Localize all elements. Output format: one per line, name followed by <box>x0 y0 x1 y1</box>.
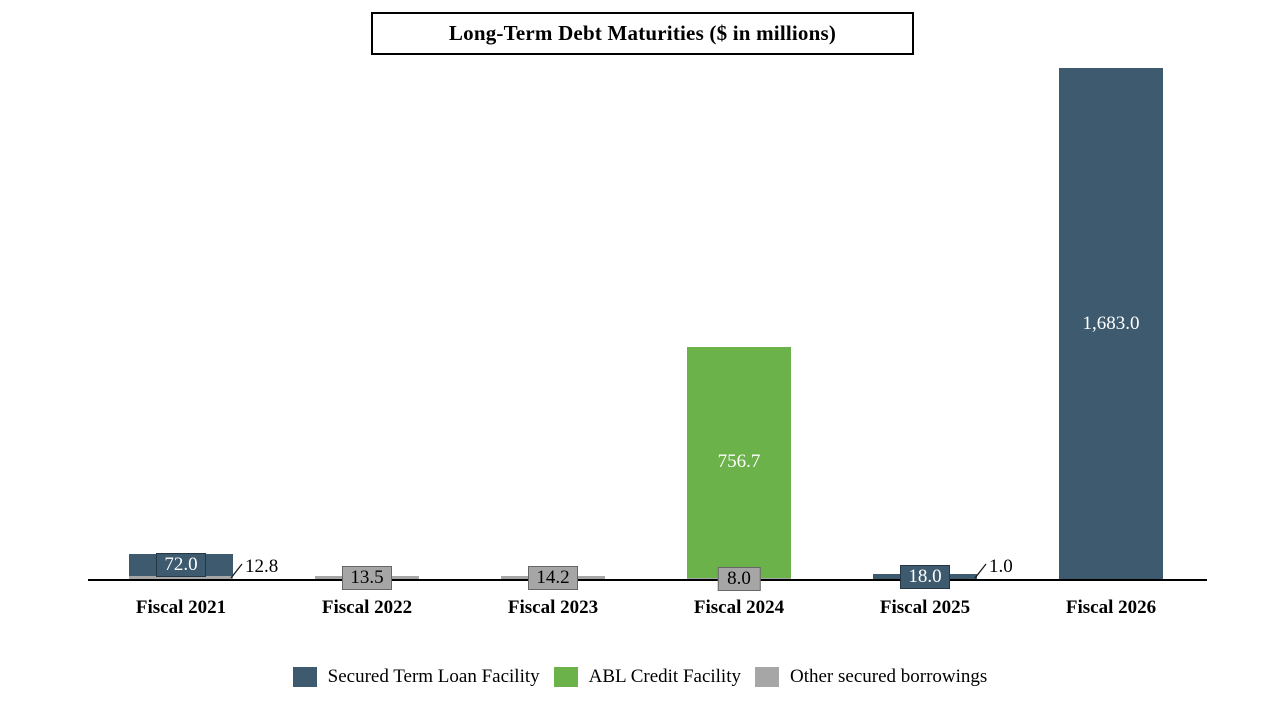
chart-title-box: Long-Term Debt Maturities ($ in millions… <box>371 12 914 55</box>
data-label-fiscal-2024-abl-credit-facility: 756.7 <box>717 451 761 473</box>
legend-item-secured-term-loan-facility: Secured Term Loan Facility <box>292 666 540 688</box>
x-axis-label-fiscal-2025: Fiscal 2025 <box>879 597 971 618</box>
legend-item-other-secured-borrowings: Other secured borrowings <box>755 666 987 688</box>
data-label-fiscal-2026-secured-term-loan-facility: 1,683.0 <box>1082 313 1140 334</box>
legend: Secured Term Loan Facility ABL Credit Fac… <box>0 664 1280 690</box>
bar-segment-secured-term-loan-facility-fiscal-2026 <box>1059 68 1163 580</box>
legend-swatch-icon <box>553 667 578 687</box>
x-axis-label-fiscal-2023: Fiscal 2023 <box>507 597 599 618</box>
x-axis-label-fiscal-2022: Fiscal 2022 <box>321 597 413 618</box>
data-label-fiscal-2023-other-secured-borrowings: 14.2 <box>528 565 578 590</box>
legend-label: Secured Term Loan Facility <box>327 666 540 687</box>
data-label-fiscal-2024-other-secured-borrowings: 8.0 <box>717 566 761 591</box>
data-label-fiscal-2022-other-secured-borrowings: 13.5 <box>342 565 392 590</box>
x-axis-label-fiscal-2026: Fiscal 2026 <box>1065 597 1157 618</box>
bar-segment-other-secured-borrowings-fiscal-2021 <box>129 576 233 580</box>
data-label-fiscal-2025-secured-term-loan-facility: 18.0 <box>900 564 950 589</box>
legend-swatch-icon <box>755 667 779 687</box>
bar-segment-abl-credit-facility-fiscal-2024 <box>687 347 791 578</box>
legend-label: ABL Credit Facility <box>588 666 741 687</box>
x-axis-line <box>88 579 1207 581</box>
data-label-callout-fiscal-2025-other-secured-borrowings: 1.0 <box>989 556 1013 577</box>
x-axis-label-fiscal-2021: Fiscal 2021 <box>135 597 227 618</box>
chart-title: Long-Term Debt Maturities ($ in millions… <box>448 21 837 45</box>
data-label-fiscal-2021-secured-term-loan-facility: 72.0 <box>156 553 206 578</box>
legend-swatch-icon <box>292 667 317 687</box>
legend-label: Other secured borrowings <box>790 666 988 687</box>
data-label-callout-fiscal-2021-other-secured-borrowings: 12.8 <box>245 556 279 577</box>
legend-item-abl-credit-facility: ABL Credit Facility <box>553 666 741 688</box>
x-axis-label-fiscal-2024: Fiscal 2024 <box>693 597 785 618</box>
